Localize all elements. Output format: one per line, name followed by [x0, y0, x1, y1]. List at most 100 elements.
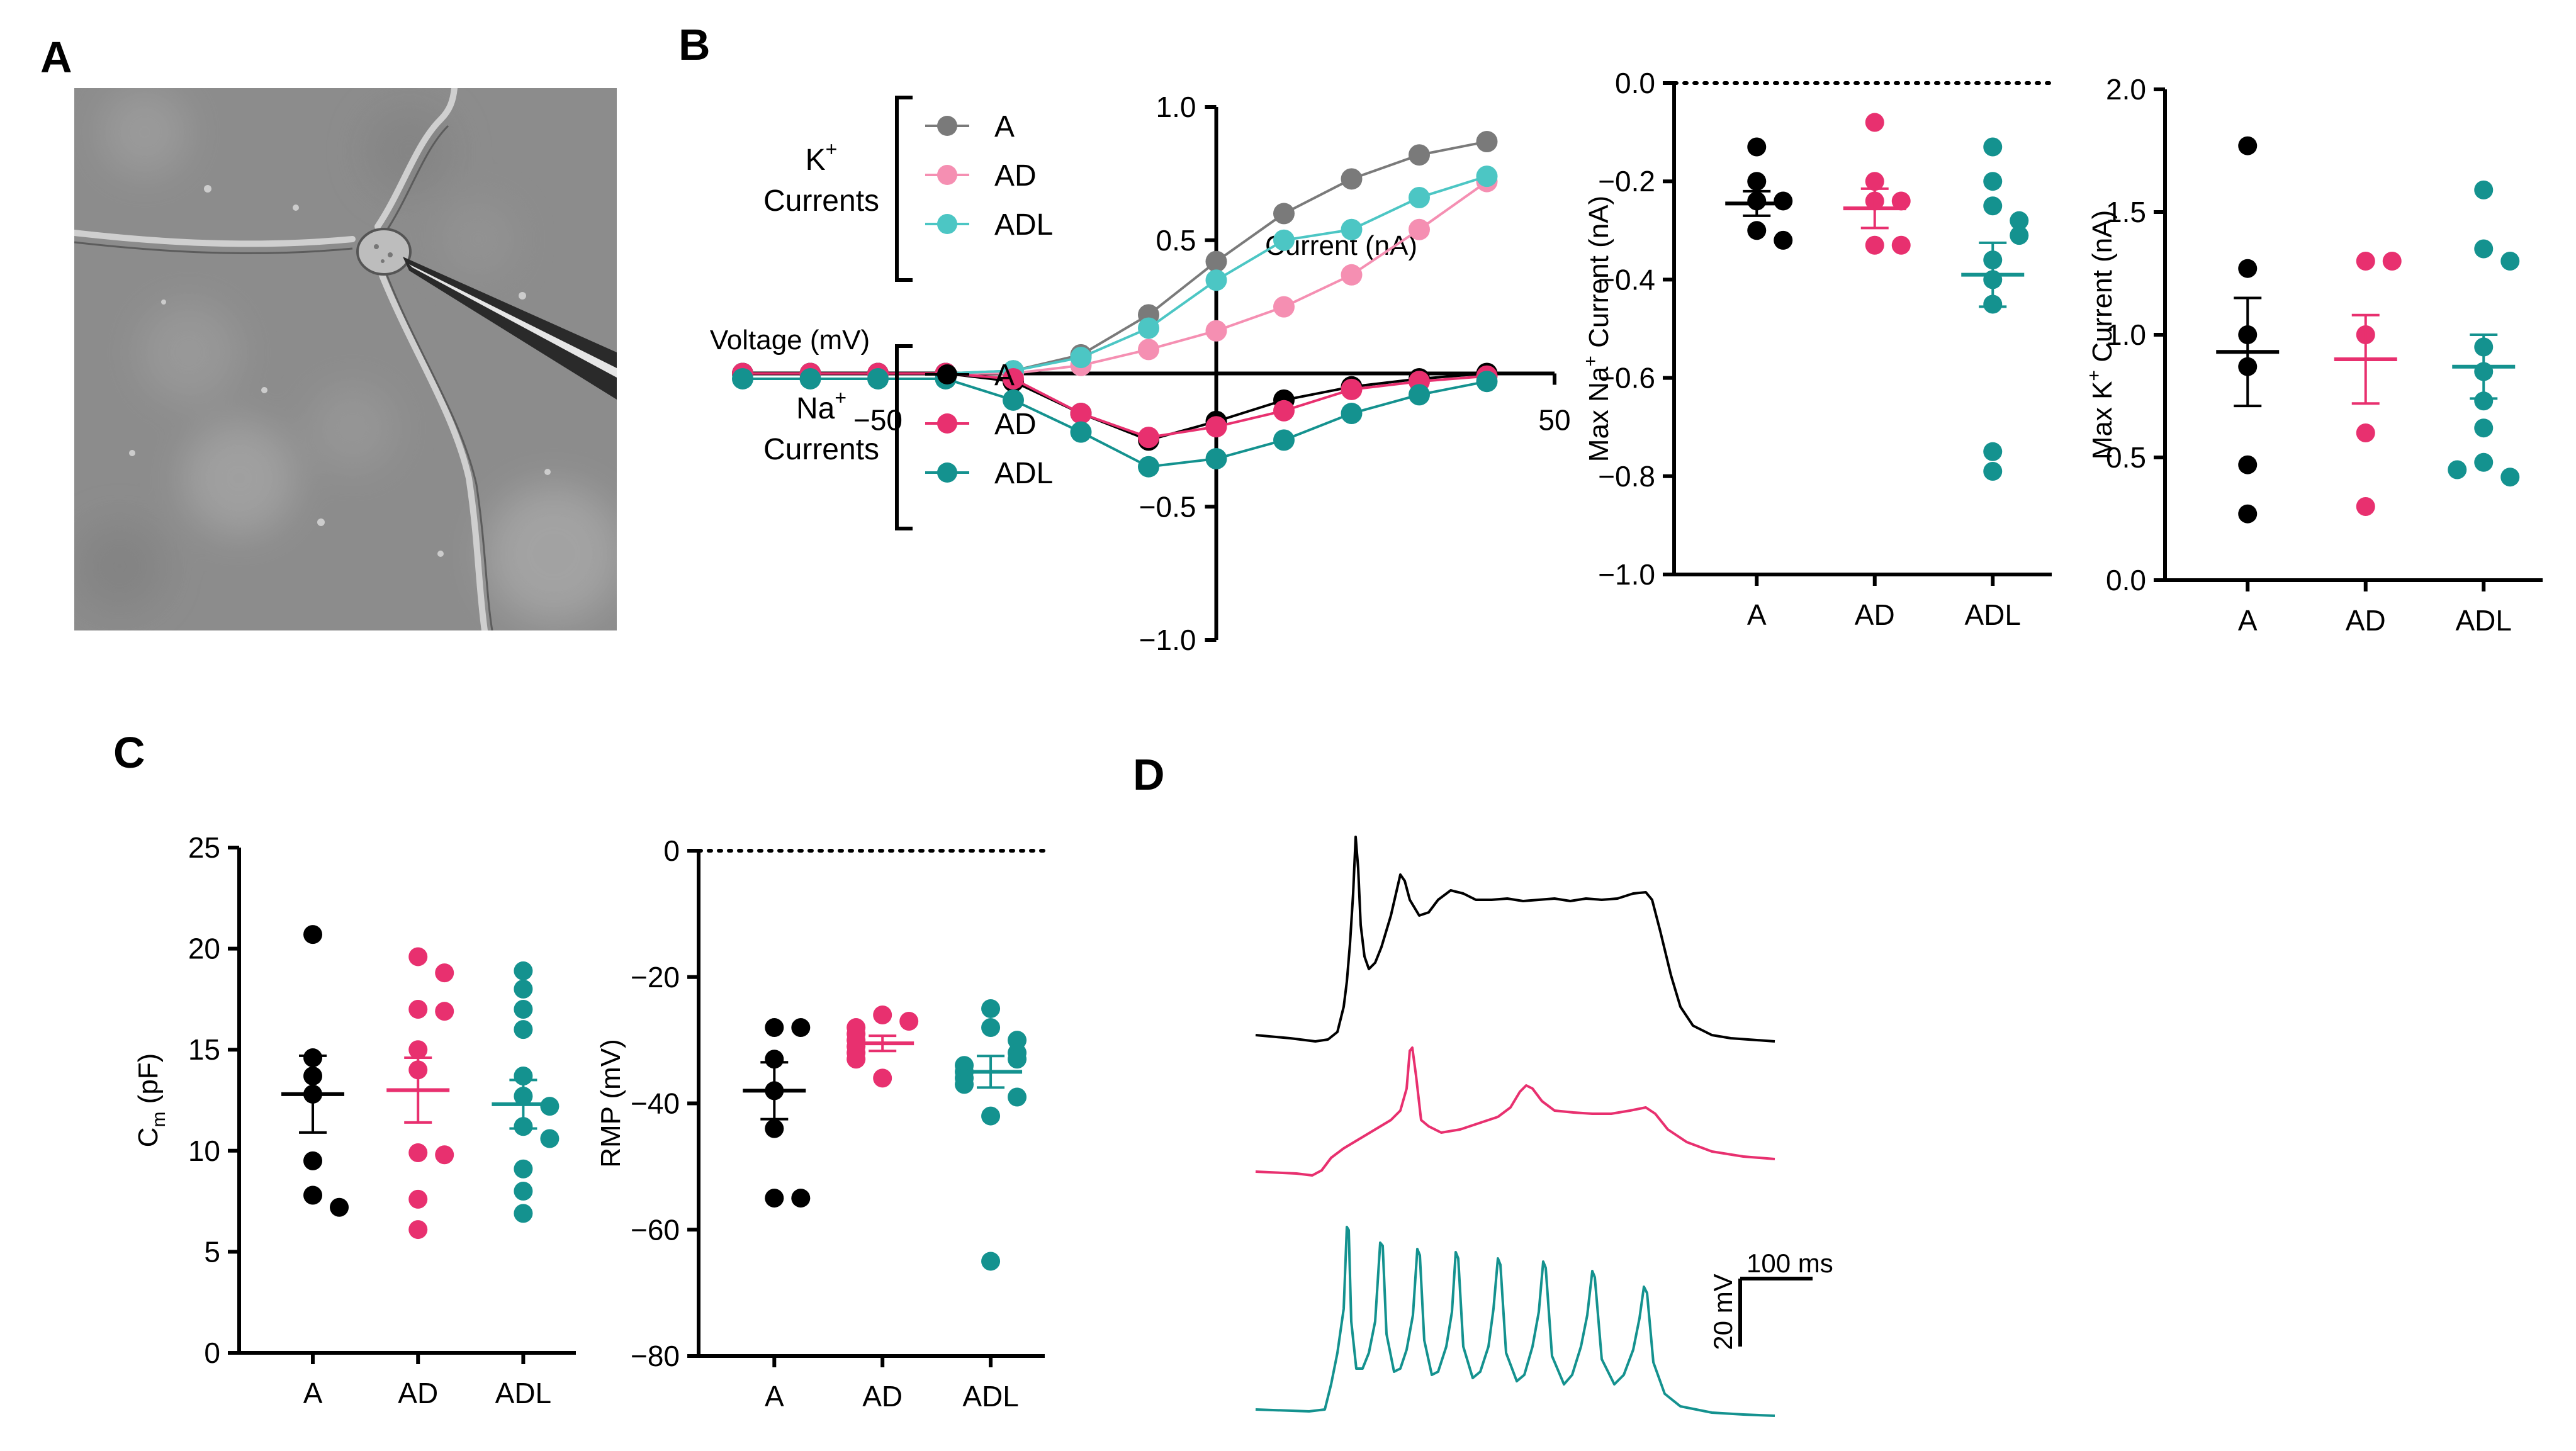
data-point: [1747, 221, 1767, 240]
data-point: [303, 1185, 323, 1205]
xtick-label: A: [765, 1380, 784, 1413]
ytick-label: −20: [631, 961, 680, 994]
panel-label-a: A: [40, 33, 72, 82]
data-point: [514, 1020, 533, 1039]
y-axis-label: Max K+ Current (nA): [2084, 210, 2118, 460]
iv-point: [732, 367, 753, 389]
ytick-label: 2.0: [2106, 73, 2146, 106]
iv-point: [1205, 416, 1227, 438]
ytick-label: −60: [631, 1213, 680, 1246]
panel-label-d: D: [1133, 750, 1165, 799]
data-point: [846, 1050, 866, 1069]
data-point: [2474, 180, 2494, 199]
iv-xtick-label: 50: [1538, 404, 1570, 437]
ytick-label: −1.0: [1598, 558, 1655, 591]
cm-plot: 0 5 10 15 20 25 A AD ADL Cm (pF): [133, 831, 576, 1409]
xtick-label: ADL: [2456, 604, 2512, 637]
data-point: [1747, 137, 1767, 157]
iv-point: [1070, 403, 1092, 425]
legend-label: AD: [994, 408, 1037, 441]
xtick-label: ADL: [962, 1380, 1018, 1413]
data-point: [2238, 504, 2258, 524]
iv-series: [732, 131, 1498, 478]
data-point: [981, 999, 1001, 1018]
data-point: [330, 1197, 349, 1217]
ytick-label: 0.0: [1615, 67, 1655, 99]
ytick-label: 10: [188, 1134, 220, 1167]
data-point: [2356, 497, 2375, 516]
data-point: [408, 1040, 428, 1060]
legend-group-title: K+: [806, 138, 838, 177]
iv-point: [1138, 339, 1159, 361]
ytick-label: −80: [631, 1340, 680, 1372]
iv-point: [1205, 320, 1227, 342]
legend-label: AD: [994, 159, 1037, 193]
data-point: [873, 1068, 892, 1088]
iv-ytick-label: 1.0: [1156, 91, 1196, 123]
iv-xlabel: Voltage (mV): [710, 325, 870, 356]
data-point: [1865, 113, 1884, 132]
data-point: [2238, 136, 2258, 155]
trace-ad: [1255, 1046, 1775, 1177]
ytick-label: 1.5: [2106, 196, 2146, 228]
iv-point: [1476, 165, 1498, 188]
data-point: [1747, 172, 1767, 191]
data-point: [435, 1002, 454, 1021]
iv-point: [867, 367, 889, 389]
xtick-label: AD: [862, 1380, 903, 1413]
data-point: [2356, 252, 2375, 271]
legend-marker: [937, 165, 957, 185]
ytick-label: −40: [631, 1087, 680, 1120]
iv-point: [1205, 250, 1227, 272]
ytick-label: 0: [663, 834, 680, 867]
y-axis-label: Max Na+ Current (nA): [1580, 196, 1614, 462]
iv-point: [1138, 317, 1159, 339]
ytick-label: 0.5: [2106, 441, 2146, 474]
data-point: [2474, 418, 2494, 438]
data-point: [408, 947, 428, 966]
data-point: [981, 1252, 1001, 1271]
data-point: [1983, 196, 2003, 216]
data-point: [1983, 137, 2003, 157]
data-point: [791, 1018, 811, 1038]
data-point: [765, 1189, 784, 1208]
iv-point: [1273, 229, 1295, 251]
iv-ytick-label: 0.5: [1156, 224, 1196, 257]
data-point: [2474, 239, 2494, 259]
data-point: [1891, 235, 1911, 255]
iv-point: [1341, 168, 1363, 190]
data-point: [1891, 191, 1911, 211]
iv-point: [1003, 389, 1024, 411]
ytick-label: 20: [188, 933, 220, 965]
data-point: [514, 999, 533, 1019]
legend-marker: [937, 116, 957, 136]
panel-label-c: C: [113, 728, 145, 777]
iv-point: [1205, 448, 1227, 470]
legend-label: A: [994, 359, 1015, 392]
iv-point: [1138, 427, 1159, 449]
data-point: [791, 1189, 811, 1208]
scalebar-voltage-label: 20 mV: [1708, 1274, 1738, 1350]
data-point: [981, 1018, 1001, 1038]
y-axis-label: RMP (mV): [595, 1039, 626, 1168]
ytick-label: 25: [188, 831, 220, 864]
iv-point: [1409, 186, 1430, 208]
xtick-label: AD: [398, 1377, 438, 1409]
iv-point: [1409, 218, 1430, 240]
voltage-traces: 100 ms 20 mV: [1255, 836, 1833, 1417]
data-point: [540, 1129, 560, 1148]
xtick-label: AD: [1855, 598, 1895, 631]
iv-point: [1341, 264, 1363, 286]
xtick-label: A: [2238, 604, 2258, 637]
data-point: [2356, 423, 2375, 442]
data-point: [1865, 172, 1884, 191]
iv-point: [1070, 421, 1092, 443]
iv-point: [799, 367, 821, 389]
ytick-label: −0.6: [1598, 362, 1655, 395]
iv-axes: −50 50 −1.0 −0.5 0.5 1.0: [743, 91, 1571, 656]
legend-label: ADL: [994, 208, 1053, 242]
iv-point: [1476, 131, 1498, 153]
scalebar: 100 ms 20 mV: [1708, 1248, 1833, 1350]
legend-group-subtitle: Currents: [763, 184, 879, 218]
